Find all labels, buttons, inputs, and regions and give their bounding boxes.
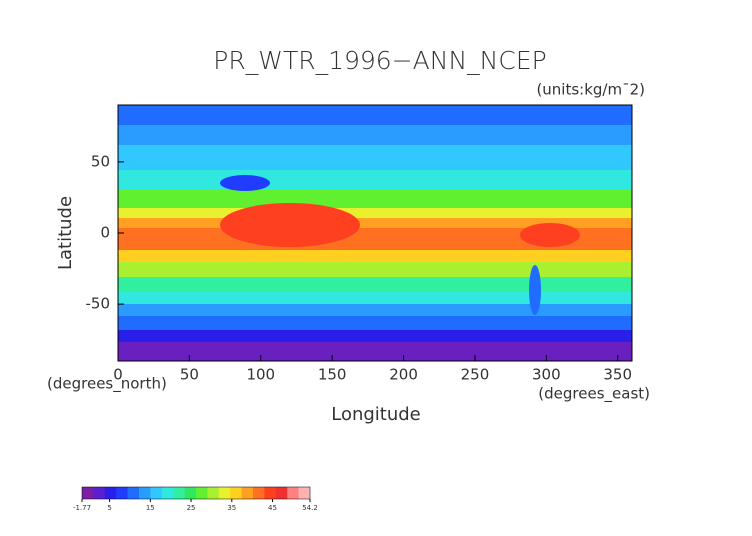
colorbar-segment [298,487,311,499]
colorbar-segment [82,487,94,499]
x-tick-label: 250 [461,366,490,384]
x-tick-label: 0 [113,366,123,384]
colorbar-tick-label: 54.2 [302,504,318,512]
colorbar-tick-label: 25 [187,504,196,512]
colorbar-tick-label: 45 [268,504,277,512]
colorbar-segment [150,487,163,499]
colorbar-segment [241,487,254,499]
colorbar-segment [93,487,106,499]
y-tick-label: 50 [91,152,110,170]
colorbar-segment [104,487,117,499]
units-label: (units:kg/m¯2) [536,81,645,99]
colorbar-segment [264,487,277,499]
colorbar-frame [81,486,311,500]
colorbar-tick-label: 15 [146,504,155,512]
colorbar-segment [184,487,197,499]
colorbar-segment [207,487,220,499]
x-unit-label: (degrees_east) [538,385,650,404]
colorbar-segment [161,487,174,499]
x-tick-label: 100 [246,366,275,384]
colorbar-segment [253,487,265,499]
colorbar-tick-label: 35 [227,504,236,512]
x-tick-label: 200 [389,366,418,384]
x-tick-label: 300 [532,366,561,384]
y-axis-label: Latitude [55,196,76,270]
colorbar-segment [218,487,231,499]
colorbar-segment [173,487,185,499]
colorbar-tick-label: -1.77 [73,504,91,512]
colorbar-segment [230,487,242,499]
chart-title: PR_WTR_1996−ANN_NCEP [213,46,546,75]
colorbar-segment [139,487,151,499]
colorbar-segment [196,487,208,499]
y-tick-label: -50 [86,295,111,313]
x-tick-label: 350 [603,366,632,384]
y-unit-label: (degrees_north) [47,375,167,394]
map-field [118,105,632,361]
x-tick-label: 50 [180,366,199,384]
colorbar-segment [287,487,299,499]
x-axis-label: Longitude [331,404,421,425]
colorbar-segment [116,487,128,499]
x-tick-label: 150 [318,366,347,384]
y-tick-label: 0 [100,224,110,242]
colorbar-tick-label: 5 [107,504,111,512]
colorbar-segment [275,487,288,499]
colorbar-segment [127,487,140,499]
